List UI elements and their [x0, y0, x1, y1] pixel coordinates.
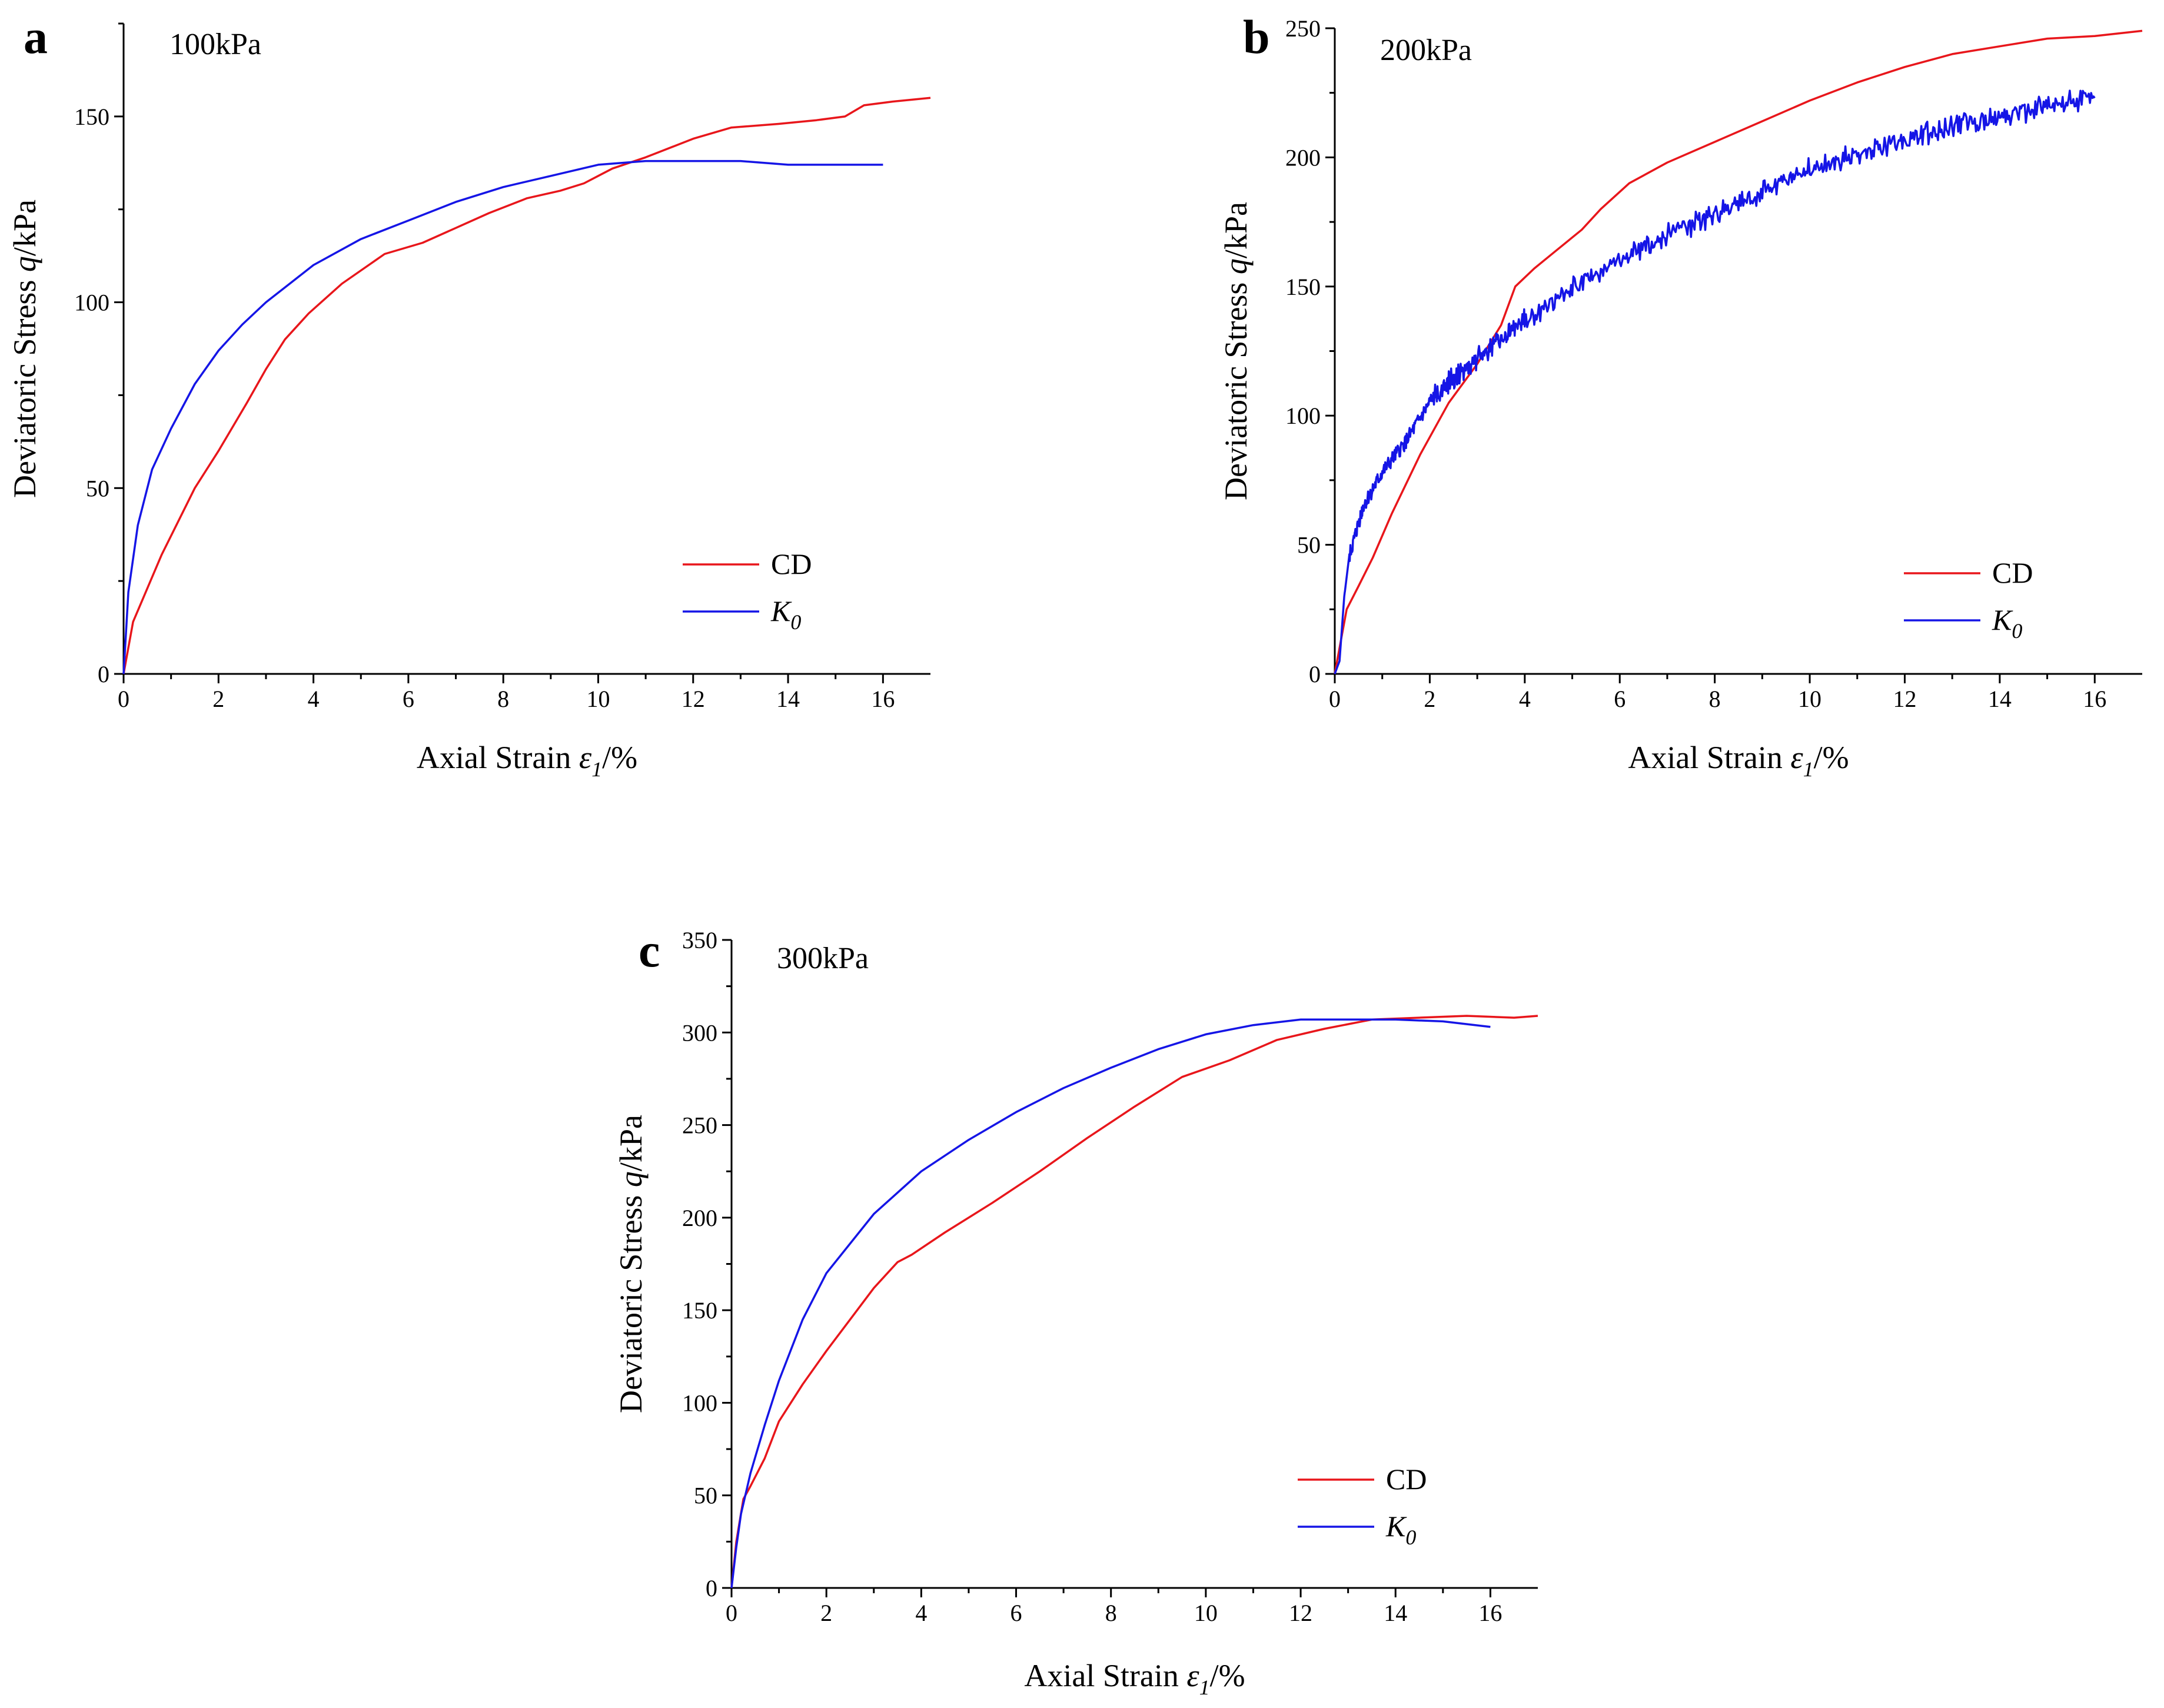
series-line-k0	[1334, 89, 2096, 675]
x-tick-label: 16	[871, 686, 895, 712]
panel-letter: c	[639, 923, 660, 977]
legend-label-cd: CD	[1992, 556, 2033, 589]
x-tick-label: 6	[403, 686, 414, 712]
x-tick-label: 6	[1614, 686, 1626, 712]
legend-label-k0: K0	[1992, 603, 2022, 643]
y-tick-label: 150	[682, 1297, 717, 1324]
x-tick-label: 0	[118, 686, 129, 712]
y-tick-label: 50	[86, 475, 109, 501]
y-tick-label: 100	[682, 1390, 717, 1416]
x-tick-label: 6	[1010, 1600, 1022, 1626]
series-line-cd	[1334, 29, 2143, 674]
y-tick-label: 0	[98, 661, 109, 687]
x-tick-label: 12	[1289, 1600, 1312, 1626]
x-tick-label: 4	[308, 686, 320, 712]
x-axis-title: Axial Strain ε1/%	[417, 740, 637, 781]
series-line-cd	[122, 97, 931, 674]
x-tick-label: 10	[586, 686, 610, 712]
y-tick-label: 200	[1285, 144, 1321, 171]
y-tick-label: 0	[706, 1575, 717, 1601]
x-tick-label: 2	[212, 686, 224, 712]
y-axis-title: Deviatoric Stress q/kPa	[613, 1115, 649, 1413]
y-tick-label: 50	[694, 1483, 717, 1509]
y-tick-label: 50	[1297, 532, 1321, 559]
x-tick-label: 14	[1988, 686, 2012, 712]
y-tick-label: 0	[1309, 661, 1321, 687]
y-tick-label: 200	[682, 1205, 717, 1231]
legend-label-k0: K0	[770, 594, 801, 634]
y-tick-label: 250	[682, 1112, 717, 1139]
y-tick-label: 100	[1285, 403, 1321, 429]
legend-label-cd: CD	[771, 547, 812, 580]
x-tick-label: 12	[1893, 686, 1916, 712]
x-axis-title: Axial Strain ε1/%	[1628, 740, 1849, 781]
x-tick-label: 14	[1384, 1600, 1407, 1626]
x-tick-label: 4	[1519, 686, 1531, 712]
y-axis-title: Deviatoric Stress q/kPa	[7, 200, 42, 498]
series-line-k0	[730, 1018, 1491, 1589]
panel-letter: a	[24, 10, 48, 64]
x-axis-title: Axial Strain ε1/%	[1024, 1658, 1245, 1699]
panel-pressure-title: 300kPa	[777, 942, 869, 975]
x-tick-label: 16	[2083, 686, 2106, 712]
y-tick-label: 150	[1285, 274, 1321, 300]
x-tick-label: 8	[1709, 686, 1721, 712]
panel-pressure-title: 200kPa	[1380, 34, 1472, 67]
series-line-k0	[122, 159, 883, 674]
x-tick-label: 0	[1329, 686, 1341, 712]
x-tick-label: 2	[1424, 686, 1435, 712]
legend-label-cd: CD	[1386, 1463, 1427, 1496]
x-tick-label: 14	[776, 686, 800, 712]
y-tick-label: 350	[682, 927, 717, 953]
y-tick-label: 300	[682, 1019, 717, 1046]
x-tick-label: 8	[497, 686, 509, 712]
legend-label-k0: K0	[1385, 1510, 1416, 1549]
x-tick-label: 10	[1798, 686, 1821, 712]
panel-pressure-title: 100kPa	[169, 28, 261, 61]
x-tick-label: 16	[1478, 1600, 1502, 1626]
x-tick-label: 8	[1105, 1600, 1117, 1626]
x-tick-label: 10	[1194, 1600, 1218, 1626]
series-line-cd	[730, 1015, 1538, 1589]
x-tick-label: 12	[682, 686, 705, 712]
panel-b: 0 2 4 6 8 10 12 14 16 0 50 100 150 200 250 b 200kPa Devia…	[1218, 10, 2143, 781]
panel-c: 0 2 4 6 8 10 12 14 16 0 50 100 150 200 250 300 350 c 300kP…	[613, 923, 1538, 1699]
panel-a: 0 2 4 6 8 10 12 14 16 0 50 100 150 a 100kPa Deviatoric …	[7, 10, 931, 781]
x-tick-label: 2	[820, 1600, 832, 1626]
x-tick-label: 0	[726, 1600, 737, 1626]
y-tick-label: 250	[1285, 15, 1321, 42]
y-tick-label: 100	[74, 290, 109, 316]
y-axis-title: Deviatoric Stress q/kPa	[1218, 202, 1254, 500]
panel-letter: b	[1243, 10, 1270, 64]
x-tick-label: 4	[915, 1600, 927, 1626]
y-tick-label: 150	[74, 104, 109, 130]
